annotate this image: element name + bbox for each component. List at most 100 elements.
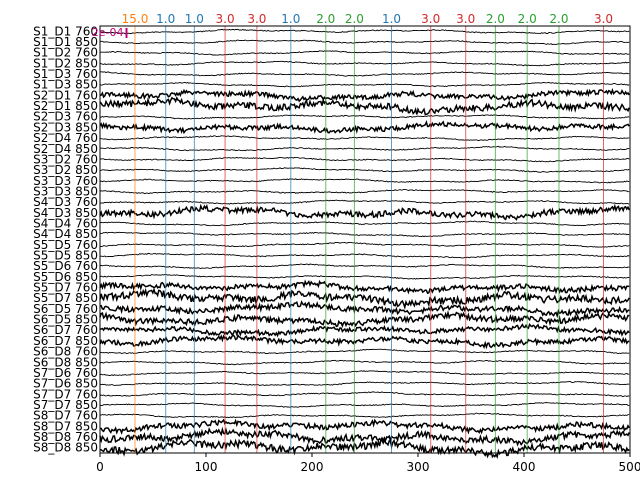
channel-label: S5_D6 760 <box>33 259 98 273</box>
x-tick-label: 400 <box>513 460 536 474</box>
scale-bar-label: 2e-04 <box>92 26 124 39</box>
channel-label: S8_D8 760 <box>33 430 98 444</box>
channel-label: S1_D2 760 <box>33 46 98 60</box>
channel-trace <box>99 310 630 328</box>
channel-label: S2_D4 850 <box>33 142 98 156</box>
event-label: 2.0 <box>549 12 568 26</box>
channel-label: S3_D3 850 <box>33 184 98 198</box>
channel-trace <box>99 167 630 173</box>
channel-trace <box>99 359 630 366</box>
x-tick-label: 0 <box>96 460 104 474</box>
scale-bar: 2e-04 <box>92 26 128 39</box>
channel-trace <box>99 114 630 120</box>
channel-trace <box>99 203 630 221</box>
plot-frame <box>99 25 631 454</box>
channel-trace <box>99 60 630 67</box>
channel-trace <box>99 273 630 280</box>
channel-trace <box>100 252 630 259</box>
channel-trace <box>99 426 630 447</box>
event-label: 2.0 <box>518 12 537 26</box>
event-label: 1.0 <box>156 12 175 26</box>
channel-label: S8_D7 760 <box>33 409 98 423</box>
channel-trace <box>99 220 630 227</box>
event-label: 1.0 <box>281 12 300 26</box>
channel-label: S6_D8 850 <box>33 355 98 369</box>
channel-trace <box>99 178 630 184</box>
channel-trace <box>99 263 630 269</box>
channel-label: S2_D3 760 <box>33 110 98 124</box>
x-tick-label: 300 <box>407 460 430 474</box>
event-labels: 15.0 1.0 1.0 3.0 3.0 1.0 2.0 2.0 1.0 3.0 3.0 2.0 2.0… <box>122 12 613 26</box>
channel-label: S4_D4 760 <box>33 216 98 230</box>
event-label: 2.0 <box>345 12 364 26</box>
x-axis: 0 100 200 300 400 500 <box>96 453 640 474</box>
event-label: 3.0 <box>456 12 475 26</box>
channel-label: S1_D1 760 <box>33 24 98 38</box>
channel-trace <box>99 412 630 419</box>
channel-label: S8_D7 850 <box>33 419 98 433</box>
channel-trace <box>99 96 630 116</box>
channel-trace <box>99 241 630 248</box>
event-label: 3.0 <box>247 12 266 26</box>
event-label: 2.0 <box>316 12 335 26</box>
channel-trace <box>100 418 630 435</box>
channel-label: S5_D7 760 <box>33 281 98 295</box>
channel-label: S7_D7 760 <box>33 387 98 401</box>
channel-trace <box>99 189 630 195</box>
channel-label: S1_D2 850 <box>33 56 98 70</box>
channel-trace <box>99 81 630 88</box>
x-tick-label: 100 <box>195 460 218 474</box>
channel-label: S3_D2 760 <box>33 152 98 166</box>
channel-label: S1_D1 850 <box>33 35 98 49</box>
channel-label: S6_D8 760 <box>33 345 98 359</box>
event-label: 3.0 <box>421 12 440 26</box>
event-label: 1.0 <box>185 12 204 26</box>
channel-trace <box>99 391 630 398</box>
channel-label: S6_D7 850 <box>33 334 98 348</box>
channel-trace <box>99 370 630 377</box>
channel-label: S5_D5 850 <box>33 249 98 263</box>
channel-label: S5_D5 760 <box>33 238 98 252</box>
channel-trace <box>99 348 630 354</box>
channel-trace <box>99 402 630 408</box>
channel-traces <box>99 28 630 460</box>
event-label: 2.0 <box>486 12 505 26</box>
channel-label: S2_D1 760 <box>33 88 98 102</box>
event-label: 15.0 <box>122 12 149 26</box>
channel-label: S4_D4 850 <box>33 227 98 241</box>
channel-label: S1_D3 850 <box>33 78 98 92</box>
channel-label: S4_D3 850 <box>33 206 98 220</box>
channel-trace <box>100 381 630 386</box>
channel-trace <box>99 135 630 142</box>
channel-trace <box>99 438 630 460</box>
channel-trace <box>99 145 630 152</box>
channel-trace <box>100 71 630 77</box>
channel-label: S7_D6 850 <box>33 377 98 391</box>
channel-label: S3_D2 850 <box>33 163 98 177</box>
x-tick-label: 200 <box>301 460 324 474</box>
channel-label: S3_D3 760 <box>33 174 98 188</box>
event-label: 1.0 <box>382 12 401 26</box>
channel-trace <box>99 39 630 45</box>
channel-label: S8_D8 850 <box>33 441 98 455</box>
channel-trace <box>99 279 630 295</box>
channel-label: S4_D3 760 <box>33 195 98 209</box>
channel-trace <box>99 287 630 311</box>
x-tick-label: 500 <box>619 460 640 474</box>
channel-trace <box>100 50 630 56</box>
event-label: 3.0 <box>594 12 613 26</box>
channel-label: S6_D7 760 <box>33 323 98 337</box>
event-markers <box>99 26 604 453</box>
channel-trace <box>99 120 630 135</box>
channel-label: S2_D3 850 <box>33 120 98 134</box>
channel-label: S6_D5 850 <box>33 313 98 327</box>
channel-trace <box>99 199 630 205</box>
channel-trace <box>99 334 630 350</box>
channel-label: S2_D4 760 <box>33 131 98 145</box>
channel-trace <box>99 323 630 338</box>
channel-label: S2_D1 850 <box>33 99 98 113</box>
channel-label: S5_D6 850 <box>33 270 98 284</box>
channel-label: S6_D5 760 <box>33 302 98 316</box>
